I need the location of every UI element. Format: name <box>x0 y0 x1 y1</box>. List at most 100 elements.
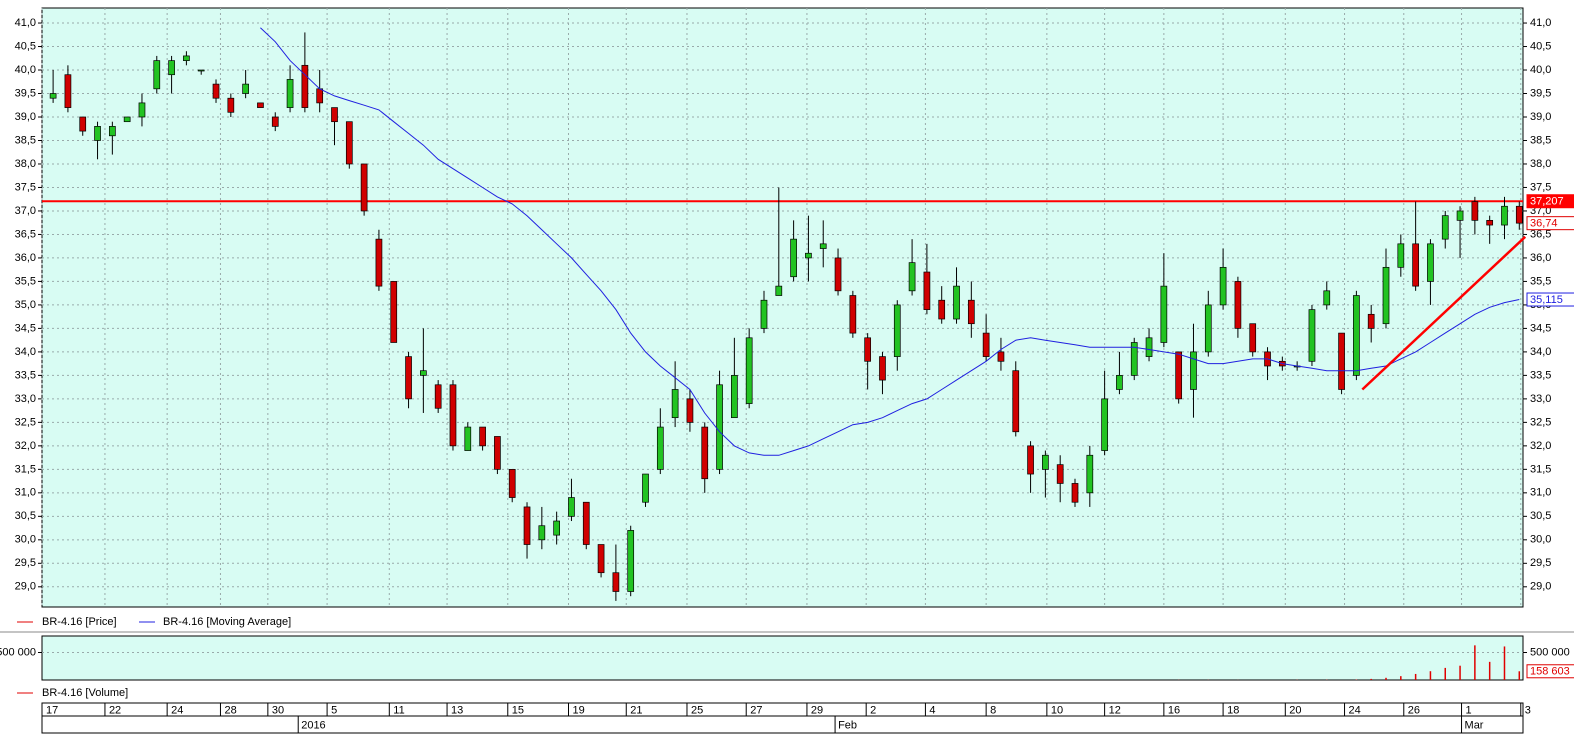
candle-body <box>1472 202 1478 221</box>
x-tick-label: 2 <box>870 704 876 716</box>
candle-body <box>731 375 737 417</box>
candle-body <box>420 371 426 376</box>
x-tick-label: 17 <box>46 704 58 716</box>
y-tick-label: 32,5 <box>1530 416 1551 428</box>
candle-body <box>879 357 885 380</box>
volume-bar <box>1444 668 1446 680</box>
candle-body <box>746 338 752 404</box>
y-tick-label: 500 000 <box>0 646 36 658</box>
y-tick-label: 35,0 <box>15 299 36 311</box>
candle-body <box>761 300 767 328</box>
candle-body <box>1220 267 1226 305</box>
candle-body <box>257 103 263 108</box>
y-tick-label: 35,5 <box>1530 275 1551 287</box>
candle-body <box>183 56 189 61</box>
candle-body <box>1309 310 1315 362</box>
x-tick-label: 8 <box>990 704 996 716</box>
candle-body <box>776 286 782 295</box>
y-tick-label: 32,0 <box>1530 440 1551 452</box>
candle-body <box>628 530 634 591</box>
candle-body <box>1339 333 1345 389</box>
candle-body <box>287 79 293 107</box>
candle-body <box>672 389 678 417</box>
y-tick-label: 36,0 <box>1530 252 1551 264</box>
candle-body <box>50 94 56 99</box>
x-tick-label: 27 <box>750 704 762 716</box>
candle-body <box>154 61 160 89</box>
y-tick-label: 38,5 <box>1530 134 1551 146</box>
candle-body <box>80 117 86 131</box>
y-tick-label: 40,0 <box>15 64 36 76</box>
y-tick-label: 34,5 <box>15 322 36 334</box>
candle-body <box>1116 375 1122 389</box>
candle-body <box>598 545 604 573</box>
candle-body <box>1102 399 1108 451</box>
plot-area <box>42 8 1523 607</box>
y-tick-label: 31,0 <box>15 487 36 499</box>
candle-body <box>539 526 545 540</box>
candle-body <box>109 126 115 135</box>
candle-body <box>954 286 960 319</box>
y-tick-label: 36,0 <box>15 252 36 264</box>
y-tick-label: 30,0 <box>1530 534 1551 546</box>
candle-body <box>791 239 797 277</box>
y-tick-label: 29,0 <box>15 581 36 593</box>
candle-body <box>509 469 515 497</box>
candle-body <box>850 296 856 334</box>
candle-body <box>613 573 619 592</box>
y-tick-label: 37,5 <box>15 181 36 193</box>
y-tick-label: 30,5 <box>1530 510 1551 522</box>
volume-bar <box>1415 674 1417 680</box>
volume-bar <box>1385 678 1387 680</box>
volume-bar <box>1489 662 1491 680</box>
x-tick-label: 13 <box>451 704 463 716</box>
candle-body <box>376 239 382 286</box>
y-tick-label: 500 000 <box>1530 646 1570 658</box>
candle-body <box>998 352 1004 361</box>
y-tick-label: 41,0 <box>15 17 36 29</box>
y-tick-label: 40,5 <box>15 40 36 52</box>
y-tick-label: 38,0 <box>15 158 36 170</box>
month-label: Feb <box>838 719 857 731</box>
candle-body <box>1353 296 1359 376</box>
y-tick-label: 39,5 <box>1530 87 1551 99</box>
candle-body <box>302 65 308 107</box>
y-tick-label: 37,5 <box>1530 181 1551 193</box>
y-tick-label: 33,5 <box>1530 369 1551 381</box>
price-tag-label: 35,115 <box>1530 294 1563 306</box>
price-tag-label: 158 603 <box>1530 666 1570 678</box>
y-tick-label: 33,0 <box>1530 393 1551 405</box>
y-tick-label: 30,5 <box>15 510 36 522</box>
candle-body <box>1042 455 1048 469</box>
y-tick-label: 31,0 <box>1530 487 1551 499</box>
candle-body <box>687 399 693 422</box>
candle-body <box>702 427 708 479</box>
candle-body <box>406 357 412 399</box>
candle-body <box>657 427 663 469</box>
volume-bar <box>1504 646 1506 680</box>
x-tick-label: 29 <box>811 704 823 716</box>
x-tick-label: 12 <box>1109 704 1121 716</box>
volume-bar <box>1519 671 1521 680</box>
x-tick-label: 11 <box>393 704 404 716</box>
candle-body <box>835 258 841 291</box>
candle-body <box>1161 286 1167 342</box>
y-tick-label: 31,5 <box>1530 463 1551 475</box>
candle-body <box>272 117 278 126</box>
x-tick-label: 5 <box>331 704 337 716</box>
candle-body <box>1057 465 1063 484</box>
volume-bar <box>1459 666 1461 680</box>
candle-body <box>65 75 71 108</box>
candle-body <box>1516 206 1522 223</box>
candle-body <box>1398 244 1404 267</box>
y-tick-label: 29,5 <box>15 557 36 569</box>
x-tick-label: 3 <box>1525 704 1531 716</box>
x-tick-label: 24 <box>171 704 183 716</box>
x-tick-label: 10 <box>1051 704 1063 716</box>
y-tick-label: 39,5 <box>15 87 36 99</box>
candle-body <box>139 103 145 117</box>
candle-body <box>820 244 826 249</box>
y-tick-label: 38,0 <box>1530 158 1551 170</box>
candle-body <box>450 385 456 446</box>
y-tick-label: 30,0 <box>15 534 36 546</box>
